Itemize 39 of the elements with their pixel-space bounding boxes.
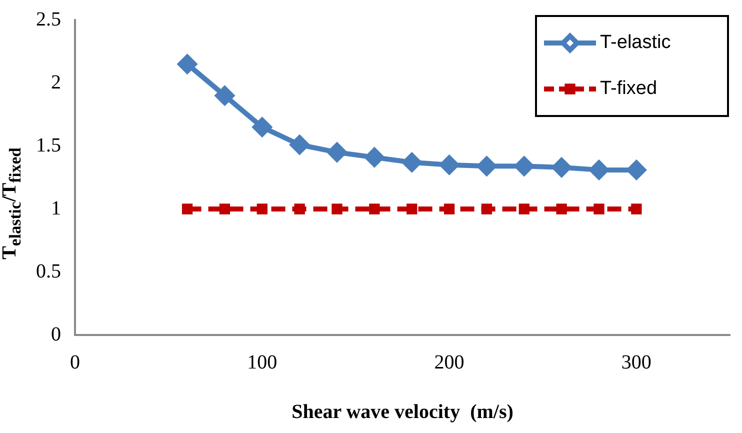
point	[178, 54, 197, 74]
x-tick-label: 200	[434, 351, 464, 374]
point	[552, 158, 572, 177]
point	[594, 204, 604, 214]
point	[215, 86, 234, 106]
point	[556, 204, 567, 214]
point	[364, 148, 384, 167]
point	[402, 152, 422, 172]
x-tick-label: 0	[70, 351, 80, 374]
y-tick-label: 1	[51, 197, 61, 220]
point	[477, 156, 496, 176]
point	[369, 204, 380, 214]
point	[290, 135, 310, 154]
point	[182, 204, 193, 214]
y-tick-label: 1.5	[36, 134, 61, 156]
y-tick-label: 2.5	[36, 8, 61, 30]
x-tick-label: 100	[247, 351, 278, 374]
point	[444, 204, 455, 214]
point	[631, 204, 642, 214]
x-axis-title: Shear wave velocity (m/s)	[292, 401, 514, 424]
legend-label: T-fixed	[600, 78, 658, 100]
point	[514, 156, 534, 176]
point	[518, 204, 530, 214]
point	[252, 118, 272, 137]
point	[406, 204, 418, 214]
x-tick-label: 300	[621, 351, 652, 374]
y-tick-label: 2	[51, 71, 61, 94]
point	[332, 204, 342, 214]
y-tick-label: 0.5	[36, 260, 61, 282]
point	[626, 160, 646, 180]
point	[440, 155, 459, 174]
point	[256, 204, 268, 214]
legend-label: T-elastic	[600, 32, 671, 54]
point	[294, 204, 305, 214]
point	[590, 160, 608, 180]
y-tick-label: 0	[51, 323, 61, 346]
point	[219, 204, 230, 214]
point	[328, 142, 346, 162]
point	[481, 204, 492, 214]
